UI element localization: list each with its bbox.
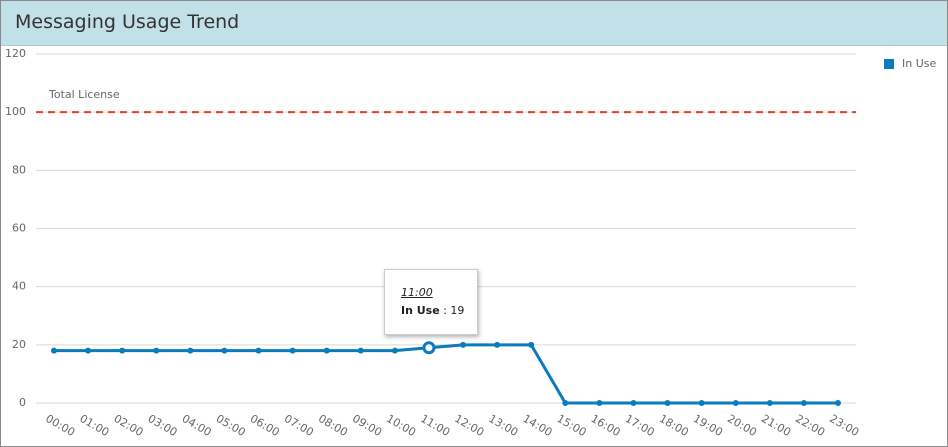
- y-tick-label: 40: [12, 280, 26, 293]
- data-point: [800, 400, 807, 406]
- x-tick-label: 08:00: [316, 412, 350, 439]
- data-point: [187, 347, 194, 354]
- x-tick-label: 03:00: [146, 412, 180, 439]
- chart-title: Messaging Usage Trend: [15, 11, 240, 33]
- x-tick-label: 13:00: [486, 412, 520, 439]
- data-point: [766, 400, 773, 406]
- data-point: [596, 400, 603, 406]
- x-tick-label: 20:00: [725, 412, 759, 439]
- x-tick-label: 23:00: [827, 412, 861, 439]
- x-tick-label: 22:00: [793, 412, 827, 439]
- tooltip-category: 11:00: [401, 286, 433, 299]
- data-point: [391, 347, 398, 354]
- data-point: [664, 400, 671, 406]
- x-tick-label: 00:00: [43, 412, 77, 439]
- data-point: [153, 347, 160, 354]
- tooltip-row: In Use19: [401, 304, 464, 317]
- data-point: [630, 400, 637, 406]
- series-line: [54, 343, 838, 405]
- data-point: [119, 347, 126, 354]
- x-tick-label: 17:00: [623, 412, 657, 439]
- y-tick-label: 20: [12, 338, 26, 351]
- data-point: [528, 341, 535, 348]
- x-tick-label: 10:00: [384, 412, 418, 439]
- data-point: [422, 341, 436, 355]
- y-tick-label: 120: [5, 47, 26, 60]
- x-tick-label: 05:00: [214, 412, 248, 439]
- legend-label: In Use: [902, 57, 936, 70]
- x-tick-label: 02:00: [111, 412, 145, 439]
- x-tick-label: 11:00: [418, 412, 452, 439]
- data-point: [255, 347, 262, 354]
- data-point: [732, 400, 739, 406]
- x-tick-label: 09:00: [350, 412, 384, 439]
- data-point: [85, 347, 92, 354]
- data-point: [221, 347, 228, 354]
- data-point: [460, 341, 467, 348]
- x-tick-label: 18:00: [657, 412, 691, 439]
- data-point: [51, 347, 57, 354]
- x-tick-label: 15:00: [555, 412, 589, 439]
- data-point: [494, 341, 501, 348]
- data-point: [562, 400, 569, 406]
- data-point: [289, 347, 296, 354]
- y-tick-label: 80: [12, 163, 26, 176]
- tooltip-series: In Use: [401, 304, 440, 317]
- tooltip-value: 19: [440, 304, 465, 317]
- x-tick-label: 14:00: [520, 412, 554, 439]
- y-tick-label: 60: [12, 222, 26, 235]
- x-tick-label: 07:00: [282, 412, 316, 439]
- y-tick-label: 100: [5, 105, 26, 118]
- legend-swatch: [884, 59, 894, 69]
- x-tick-label: 16:00: [589, 412, 623, 439]
- x-tick-label: 06:00: [248, 412, 282, 439]
- y-tick-label: 0: [19, 396, 26, 409]
- x-tick-label: 01:00: [77, 412, 111, 439]
- data-point: [835, 400, 841, 406]
- x-tick-label: 12:00: [452, 412, 486, 439]
- header: Messaging Usage Trend: [1, 1, 947, 46]
- x-tick-label: 19:00: [691, 412, 725, 439]
- x-tick-label: 04:00: [180, 412, 214, 439]
- data-point: [323, 347, 330, 354]
- x-tick-label: 21:00: [759, 412, 793, 439]
- reference-label: Total License: [48, 88, 120, 101]
- data-point: [698, 400, 705, 406]
- tooltip: 11:00 In Use19: [384, 269, 478, 335]
- data-point: [357, 347, 364, 354]
